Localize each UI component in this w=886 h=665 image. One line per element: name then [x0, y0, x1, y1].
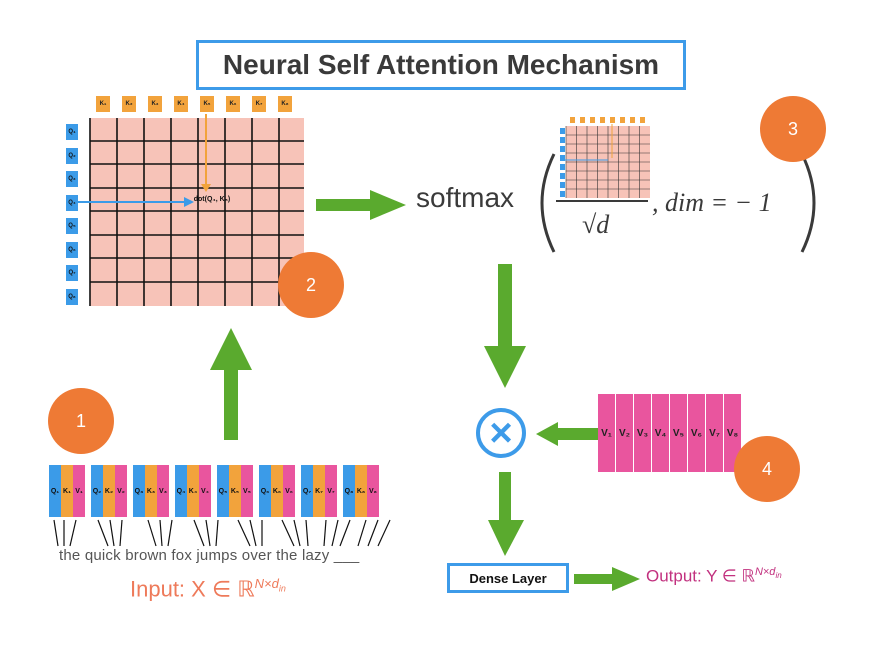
token-query: Q₈: [343, 465, 355, 517]
attention-matrix: dot(Q₄, K₅): [64, 92, 314, 312]
token-key: K₆: [271, 465, 283, 517]
token-key: K₈: [355, 465, 367, 517]
token-query: Q₇: [301, 465, 313, 517]
token-key: K₇: [313, 465, 325, 517]
diagram-title: Neural Self Attention Mechanism: [196, 40, 686, 90]
value-cell: V₈: [724, 394, 742, 472]
value-cell: V₅: [670, 394, 688, 472]
token-qkv-triplet: Q₃ K₃ V₃: [132, 464, 170, 518]
token-key: K₃: [145, 465, 157, 517]
sqrt-d-label: √d: [582, 210, 610, 239]
key-cell: K₈: [278, 96, 292, 112]
arrow-left-icon: [536, 422, 598, 446]
arrow-right-icon: [316, 190, 406, 220]
query-column: Q₁ Q₂ Q₃ Q₄ Q₅ Q₆ Q₇ Q₈: [66, 124, 78, 305]
token-key: K₅: [229, 465, 241, 517]
fraction-bar: [556, 200, 648, 202]
token-key: K₄: [187, 465, 199, 517]
dense-layer-box: Dense Layer: [447, 563, 569, 593]
step-badge-2: 2: [278, 252, 344, 318]
token-qkv-triplet: Q₄ K₄ V₄: [174, 464, 212, 518]
query-cell: Q₅: [66, 218, 78, 234]
arrow-down-icon: [488, 472, 524, 556]
value-cell: V₆: [688, 394, 706, 472]
key-cell: K₄: [174, 96, 188, 112]
right-paren-icon: [800, 153, 816, 253]
token-qkv-triplet: Q₁ K₁ V₁: [48, 464, 86, 518]
query-cell: Q₁: [66, 124, 78, 140]
key-cell: K₂: [122, 96, 136, 112]
left-paren-icon: [540, 153, 556, 253]
value-cell: V₃: [634, 394, 652, 472]
token-value: V₂: [115, 465, 127, 517]
token-value: V₅: [241, 465, 253, 517]
dot-product-label: dot(Q₄, K₅): [193, 196, 231, 203]
query-cell: Q₈: [66, 288, 78, 305]
step-badge-1: 1: [48, 388, 114, 454]
input-equation: Input: X ∈ ℝN×din: [130, 576, 286, 602]
token-query: Q₃: [133, 465, 145, 517]
step-badge-4: 4: [734, 436, 800, 502]
key-cell: K₁: [96, 96, 110, 112]
token-key: K₁: [61, 465, 73, 517]
token-query: Q₂: [91, 465, 103, 517]
mini-matrix-thumbnail: [560, 117, 650, 198]
token-qkv-triplet: Q₇ K₇ V₇: [300, 464, 338, 518]
token-query: Q₅: [217, 465, 229, 517]
token-key: K₂: [103, 465, 115, 517]
key-cell: K₅: [200, 96, 214, 112]
arrow-down-icon: [484, 264, 526, 388]
token-qkv-triplet: Q₂ K₂ V₂: [90, 464, 128, 518]
token-value: V₈: [367, 465, 379, 517]
query-cell: Q₇: [66, 265, 78, 281]
token-qkv-triplet: Q₈ K₈ V₈: [342, 464, 380, 518]
token-query: Q₆: [259, 465, 271, 517]
key-header-row: K₁ K₂ K₃ K₄ K₅ K₆ K₇ K₈: [96, 96, 292, 112]
token-qkv-triplet: Q₆ K₆ V₆: [258, 464, 296, 518]
value-cell: V₄: [652, 394, 670, 472]
query-cell: Q₃: [66, 171, 78, 187]
key-cell: K₇: [252, 96, 266, 112]
token-value: V₃: [157, 465, 169, 517]
token-arrows: [53, 519, 391, 547]
token-query: Q₄: [175, 465, 187, 517]
token-value: V₁: [73, 465, 85, 517]
arrow-up-icon: [210, 328, 252, 440]
dim-label: , dim = − 1: [652, 188, 772, 217]
token-qkv-row: Q₁ K₁ V₁ Q₂ K₂ V₂ Q₃ K₃ V₃ Q₄ K₄ V₄ Q₅ K…: [48, 464, 380, 518]
key-cell: K₆: [226, 96, 240, 112]
query-cell: Q₆: [66, 241, 78, 258]
key-cell: K₃: [148, 96, 162, 112]
value-cell: V₇: [706, 394, 724, 472]
token-qkv-triplet: Q₅ K₅ V₅: [216, 464, 254, 518]
token-query: Q₁: [49, 465, 61, 517]
values-bar: V₁ V₂ V₃ V₄ V₅ V₆ V₇ V₈: [598, 394, 742, 472]
query-cell: Q₄: [66, 194, 78, 211]
value-cell: V₂: [616, 394, 634, 472]
softmax-label: softmax: [416, 182, 515, 213]
token-value: V₆: [283, 465, 295, 517]
query-cell: Q₂: [66, 147, 78, 164]
output-equation: Output: Y ∈ ℝN×din: [646, 566, 782, 586]
token-value: V₄: [199, 465, 211, 517]
input-sentence: the quick brown fox jumps over the lazy …: [59, 547, 360, 564]
multiply-icon: ×: [476, 408, 526, 458]
attention-grid: [78, 114, 304, 306]
step-badge-3: 3: [760, 96, 826, 162]
token-value: V₇: [325, 465, 337, 517]
arrow-right-icon: [574, 567, 640, 591]
value-cell: V₁: [598, 394, 616, 472]
